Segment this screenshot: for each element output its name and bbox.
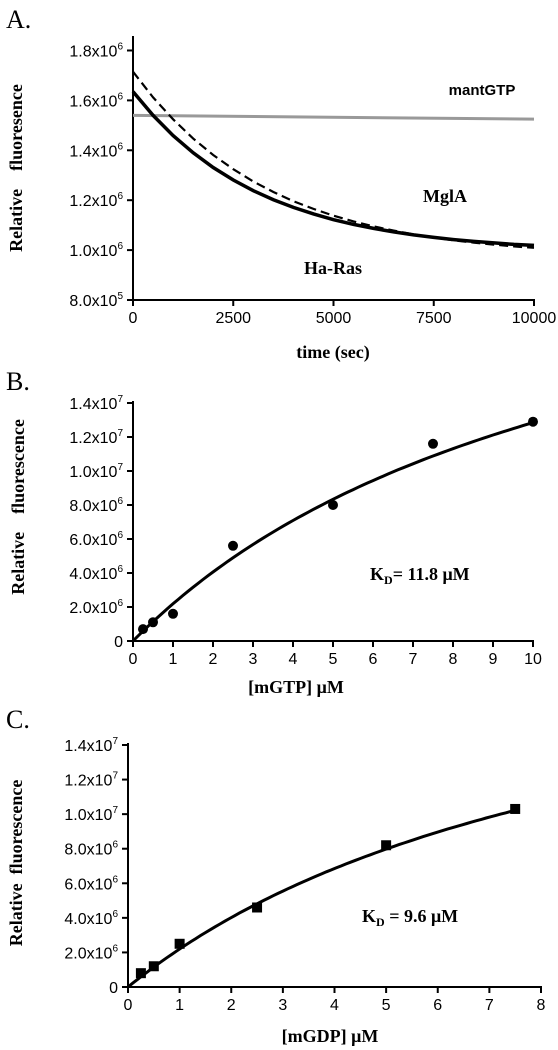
panel-a-series-ha-ras [131, 90, 535, 248]
panel-c-x-tick-label: 8 [537, 997, 546, 1014]
panel-c-y-tick-label: 1.2x107 [64, 771, 118, 790]
panel-b-x-tick-label: 7 [409, 651, 418, 668]
panel-b-y-tick-label: 6.0x106 [69, 530, 123, 549]
panel-b-x-tick-label: 0 [129, 651, 138, 668]
panel-a-series-mgla [132, 71, 535, 249]
panel-a-y-tick-label: 1.2x106 [69, 191, 123, 210]
panel-a-y-tick-label: 8.0x105 [69, 291, 123, 310]
panel-a-x-tick-label: 0 [129, 310, 138, 327]
panel-a-x-tick-label: 7500 [416, 310, 452, 327]
panel-b-y-tick-label: 1.2x107 [69, 428, 123, 447]
panel-c-x-axis-title: [mGDP] μM [282, 1026, 379, 1046]
panel-a-y-tick-label: 1.4x106 [69, 141, 123, 160]
panel-c-y-tick-label: 1.4x107 [64, 736, 118, 755]
panel-b-data-point [148, 617, 158, 628]
panel-b-data-point [168, 608, 178, 619]
panel-a-y-axis-title: Relative fluoresence [6, 84, 26, 252]
panel-b: B. Relative fluorescence [mGTP] μM 0 1 2 3 4… [6, 367, 542, 697]
panel-b-y-tick-label: 0 [114, 634, 123, 651]
panel-a-mantgtp-label: mantGTP [449, 82, 516, 99]
panel-c-x-tick-label: 6 [433, 997, 442, 1014]
panel-b-kd-k: K [370, 564, 384, 584]
panel-b-kd-value: = 11.8 μM [393, 564, 470, 584]
panel-b-x-tick-label: 3 [249, 651, 258, 668]
panel-c-series [127, 803, 521, 989]
panel-b-x-tick-label: 4 [289, 651, 298, 668]
panel-c-x-tick-label: 5 [382, 997, 391, 1014]
panel-b-data-point [428, 438, 438, 449]
panel-c-x-tick-label: 2 [227, 997, 236, 1014]
panel-c-kd-sub: D [376, 915, 385, 929]
panel-b-y-tick-label: 1.4x107 [69, 394, 123, 413]
panel-b-y-axis-title: Relative fluorescence [8, 419, 28, 595]
panel-c-x-tick-label: 4 [330, 997, 339, 1014]
panel-c-y-tick-label: 1.0x107 [64, 805, 118, 824]
panel-a-series-mantgtp [132, 113, 535, 121]
panel-a-ha-ras-label: Ha-Ras [304, 258, 362, 278]
panel-b-axes: 0 1 2 3 4 5 6 7 8 9 10 0 2.0x106 4.0x106 6.0x106 8.0x10… [69, 394, 542, 668]
panel-a-x-tick-label: 2500 [215, 310, 251, 327]
panel-a-label: A. [6, 5, 31, 34]
panel-c-axes: 0 1 2 3 4 5 6 7 8 0 2.0x106 4.0x106 6.0x106 8.0x106 1.… [64, 736, 545, 1014]
panel-b-x-tick-label: 2 [209, 651, 218, 668]
panel-a: A. Relative fluoresence time (sec) 0 2500… [6, 5, 556, 363]
panel-b-data-point [328, 500, 338, 510]
panel-a-y-tick-label: 1.8x106 [69, 41, 123, 60]
panel-b-x-tick-label: 10 [524, 651, 542, 668]
panel-c-x-tick-label: 0 [124, 997, 133, 1014]
panel-b-label: B. [6, 367, 30, 396]
panel-a-x-tick-label: 10000 [512, 310, 557, 327]
panel-b-data-point [228, 540, 238, 551]
panel-b-x-tick-label: 9 [489, 651, 498, 668]
panel-c-kd-annotation: KD = 9.6 μM [362, 906, 458, 929]
panel-c-y-tick-label: 6.0x106 [64, 874, 118, 893]
panel-c-data-point [252, 902, 263, 913]
panel-a-series [131, 71, 535, 249]
panel-c-fit-curve [127, 808, 516, 989]
panel-a-x-tick-label: 5000 [316, 310, 352, 327]
panel-c-data-point [174, 938, 185, 949]
panel-a-axes: 0 2500 5000 7500 10000 8.0x105 1.0x106 1.2x106 1… [69, 36, 556, 327]
panel-b-x-tick-label: 6 [369, 651, 378, 668]
panel-c-data-point [381, 840, 392, 851]
panel-c-data-point [510, 803, 521, 814]
panel-b-y-tick-label: 2.0x106 [69, 598, 123, 617]
panel-c-x-tick-label: 3 [278, 997, 287, 1014]
panel-b-data-point [528, 416, 538, 427]
panel-b-x-tick-label: 5 [329, 651, 338, 668]
panel-b-y-tick-label: 1.0x107 [69, 462, 123, 481]
panel-b-x-tick-label: 1 [169, 651, 178, 668]
panel-b-y-tick-label: 4.0x106 [69, 564, 123, 583]
panel-c-y-tick-label: 0 [109, 980, 118, 997]
panel-c-y-tick-label: 2.0x106 [64, 943, 118, 962]
panel-c-kd-value: = 9.6 μM [385, 906, 458, 926]
panel-b-kd-sub: D [384, 573, 393, 587]
panel-c-data-point [135, 968, 146, 979]
panel-a-mgla-label: MglA [423, 186, 467, 206]
panel-b-y-tick-label: 8.0x106 [69, 496, 123, 515]
panel-b-x-axis-title: [mGTP] μM [248, 677, 344, 697]
panel-c: C. Relative fluorescence [mGDP] μM 0 1 2 3 4… [6, 705, 546, 1046]
panel-c-data-point [148, 961, 159, 972]
panel-a-x-axis-title: time (sec) [296, 342, 369, 363]
panel-c-y-tick-label: 4.0x106 [64, 909, 118, 928]
panel-b-series [131, 416, 538, 643]
panel-c-x-tick-label: 7 [485, 997, 494, 1014]
panel-a-y-tick-label: 1.0x106 [69, 241, 123, 260]
panel-b-x-tick-label: 8 [449, 651, 458, 668]
panel-c-y-axis-title: Relative fluorescence [6, 780, 26, 947]
panel-b-fit-curve [131, 421, 534, 643]
panel-b-data-point [138, 624, 148, 635]
panel-b-kd-annotation: KD= 11.8 μM [370, 564, 470, 587]
panel-c-x-tick-label: 1 [175, 997, 184, 1014]
panel-c-kd-k: K [362, 906, 376, 926]
panel-c-y-tick-label: 8.0x106 [64, 840, 118, 859]
panel-a-y-tick-label: 1.6x106 [69, 91, 123, 110]
panel-c-label: C. [6, 705, 30, 734]
